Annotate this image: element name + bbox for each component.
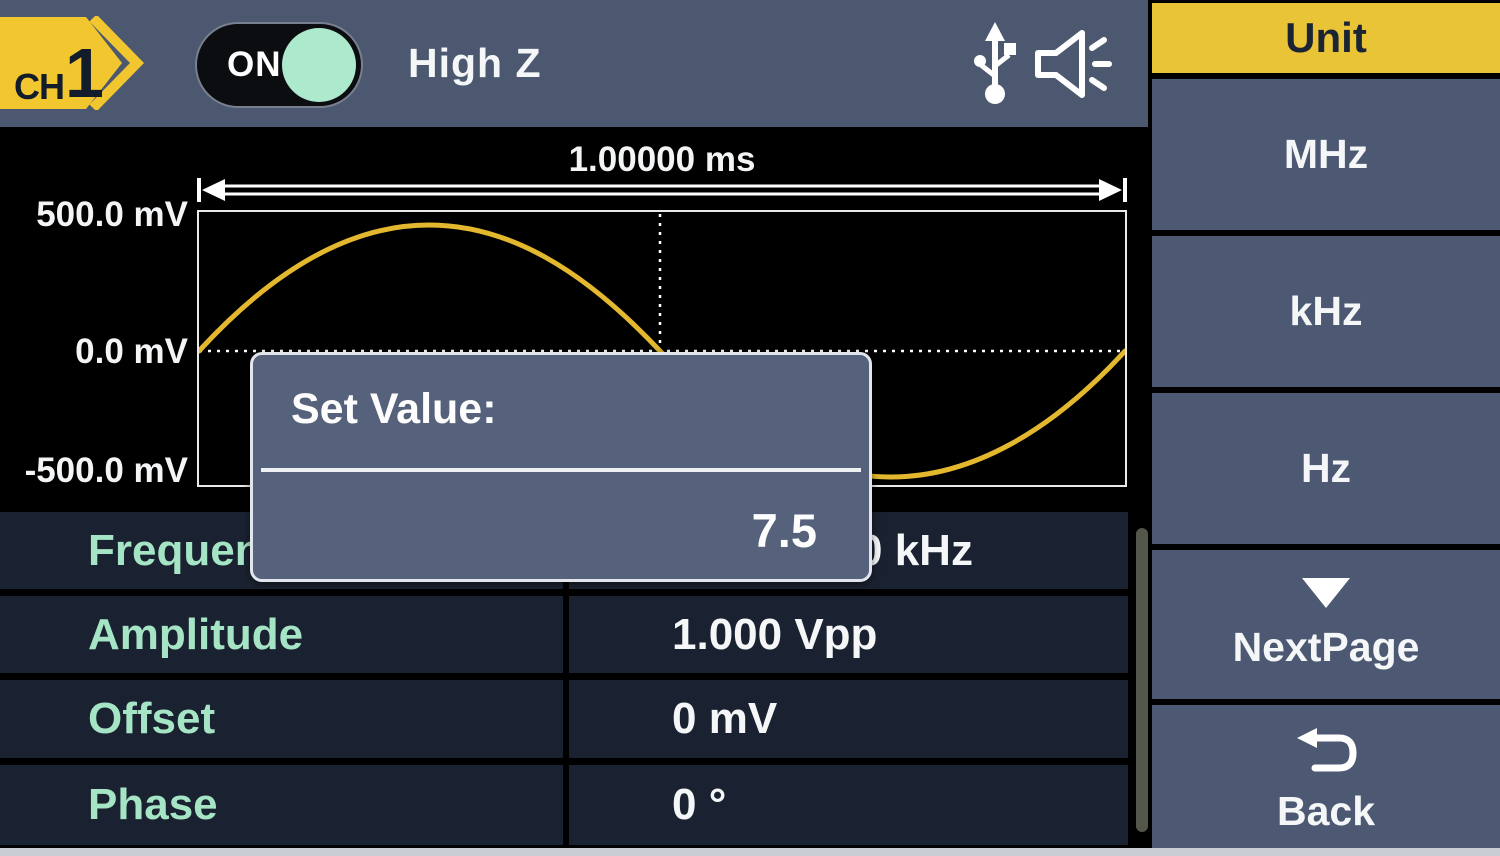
back-return-icon (1297, 728, 1357, 772)
beeper-icon (1035, 30, 1112, 98)
softkey-label: Back (1276, 788, 1375, 834)
parameter-label: Phase (88, 780, 218, 829)
softkey-label: MHz (1283, 131, 1369, 177)
parameter-label: Offset (88, 694, 216, 743)
sine-trace (196, 222, 1128, 480)
y-axis-label-zero: 0.0 mV (75, 332, 188, 371)
menu-title: Unit (1152, 3, 1500, 73)
parameter-value: 0 kHz (858, 525, 973, 575)
column-divider (563, 596, 569, 673)
waveform-display: 1.00000 ms 500.0 mV 0.0 mV -500.0 mV (0, 127, 1148, 505)
entered-value: 7.5 (751, 504, 817, 557)
parameter-row-phase[interactable]: Phase 0 ° (0, 765, 1128, 845)
output-toggle-label: ON (227, 45, 282, 84)
screen-bottom-edge (0, 848, 1500, 856)
column-divider (563, 765, 569, 845)
softkey-hz[interactable]: Hz (1152, 393, 1500, 544)
period-label: 1.00000 ms (568, 140, 756, 179)
channel-prefix: CH (14, 66, 65, 108)
parameter-row-amplitude[interactable]: Amplitude 1.000 Vpp (0, 596, 1128, 673)
softkey-back[interactable]: Back (1152, 705, 1500, 856)
y-axis-label-high: 500.0 mV (36, 195, 188, 234)
scrollbar-track (1128, 505, 1152, 848)
set-value-dialog: Set Value: 7.5 (250, 352, 872, 582)
softkey-label: Hz (1300, 445, 1352, 491)
parameter-label: Amplitude (88, 609, 304, 659)
parameter-row-offset[interactable]: Offset 0 mV (0, 680, 1128, 758)
column-divider (563, 680, 569, 758)
dialog-title: Set Value: (291, 385, 497, 433)
impedance-label: High Z (408, 40, 542, 86)
y-axis-label-low: -500.0 mV (24, 451, 188, 490)
softkey-label: kHz (1289, 288, 1363, 334)
parameter-value: 0 mV (672, 694, 778, 743)
softkey-menu: Unit MHz kHz Hz NextPage Back (1152, 0, 1500, 856)
channel-badge[interactable]: CH 1 (0, 16, 152, 110)
softkey-nextpage[interactable]: NextPage (1152, 550, 1500, 699)
top-bar: CH 1 ON High Z (0, 0, 1148, 127)
usb-icon (974, 22, 1016, 104)
softkey-label: NextPage (1232, 624, 1420, 670)
channel-number: 1 (65, 33, 104, 112)
period-arrow (197, 178, 1127, 202)
softkey-khz[interactable]: kHz (1152, 236, 1500, 387)
channel-label: CH 1 (14, 33, 104, 112)
parameter-value: 1.000 Vpp (672, 609, 878, 659)
scrollbar-thumb[interactable] (1136, 528, 1148, 832)
toggle-knob (282, 28, 356, 102)
softkey-mhz[interactable]: MHz (1152, 79, 1500, 230)
channel-arrow-icon (0, 16, 144, 110)
output-toggle[interactable]: ON (195, 22, 363, 108)
parameter-value: 0 ° (672, 780, 727, 829)
dialog-divider (261, 468, 861, 472)
down-triangle-icon (1302, 578, 1350, 608)
